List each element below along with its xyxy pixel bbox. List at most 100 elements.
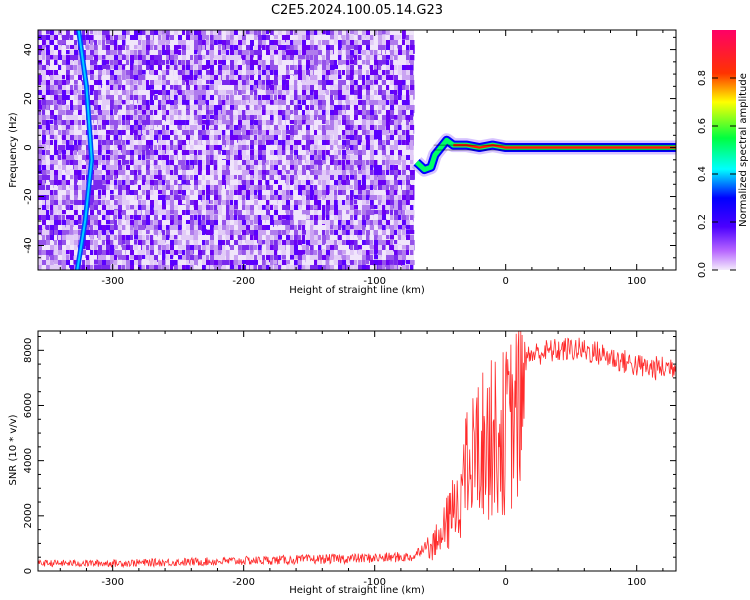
- noise-cell: [334, 40, 338, 45]
- noise-cell: [102, 30, 107, 38]
- noise-cell: [254, 165, 258, 175]
- noise-cell: [274, 125, 279, 133]
- noise-cell: [266, 210, 271, 217]
- noise-cell: [178, 55, 182, 65]
- noise-cell: [86, 215, 91, 225]
- noise-cell: [366, 85, 371, 91]
- noise-cell: [206, 95, 211, 101]
- noise-cell: [358, 45, 362, 51]
- noise-cell: [94, 150, 99, 155]
- noise-cell: [170, 75, 174, 82]
- noise-cell: [390, 145, 394, 150]
- noise-cell: [106, 140, 110, 148]
- noise-cell: [94, 225, 98, 232]
- noise-cell: [370, 120, 374, 127]
- noise-cell: [398, 165, 402, 170]
- noise-cell: [146, 195, 151, 200]
- noise-cell: [394, 210, 399, 218]
- noise-cell: [402, 140, 406, 148]
- noise-cell: [306, 90, 310, 96]
- noise-cell: [258, 225, 263, 231]
- noise-cell: [130, 90, 134, 100]
- noise-cell: [178, 50, 182, 56]
- noise-cell: [114, 80, 119, 85]
- noise-cell: [322, 110, 326, 119]
- noise-cell: [166, 250, 171, 255]
- noise-cell: [98, 210, 102, 219]
- noise-cell: [106, 170, 111, 179]
- noise-cell: [354, 35, 358, 43]
- noise-cell: [118, 50, 123, 56]
- noise-cell: [386, 195, 391, 200]
- noise-cell: [282, 150, 286, 159]
- noise-cell: [126, 130, 131, 137]
- noise-cell: [386, 210, 390, 215]
- noise-cell: [122, 45, 126, 55]
- noise-cell: [362, 190, 367, 195]
- noise-cell: [282, 255, 287, 260]
- noise-cell: [114, 30, 119, 39]
- noise-cell: [186, 205, 190, 212]
- noise-cell: [310, 245, 314, 255]
- noise-cell: [266, 85, 270, 91]
- noise-cell: [402, 255, 406, 263]
- noise-cell: [374, 85, 378, 92]
- noise-cell: [338, 190, 342, 199]
- noise-cell: [398, 195, 402, 205]
- noise-cell: [382, 135, 386, 141]
- noise-cell: [254, 70, 258, 75]
- noise-cell: [322, 200, 326, 207]
- noise-cell: [262, 225, 267, 234]
- noise-cell: [318, 145, 323, 155]
- noise-cell: [166, 135, 171, 145]
- noise-cell: [366, 80, 371, 90]
- noise-cell: [334, 195, 338, 201]
- noise-cell: [62, 215, 66, 223]
- noise-cell: [50, 185, 54, 192]
- noise-cell: [314, 70, 318, 76]
- noise-cell: [158, 145, 162, 154]
- noise-cell: [202, 200, 207, 209]
- noise-cell: [218, 100, 223, 107]
- noise-cell: [298, 45, 303, 54]
- noise-cell: [386, 60, 390, 69]
- noise-cell: [206, 180, 211, 186]
- noise-cell: [318, 205, 322, 213]
- noise-cell: [78, 200, 82, 207]
- noise-cell: [190, 110, 194, 119]
- noise-cell: [342, 105, 346, 114]
- noise-cell: [114, 155, 119, 164]
- noise-cell: [134, 95, 139, 104]
- noise-cell: [278, 150, 283, 158]
- noise-cell: [58, 50, 62, 59]
- noise-cell: [114, 105, 119, 113]
- noise-cell: [58, 135, 62, 140]
- noise-cell: [186, 70, 190, 77]
- noise-cell: [390, 45, 394, 52]
- noise-cell: [290, 95, 294, 105]
- noise-cell: [310, 135, 315, 144]
- noise-cell: [78, 165, 82, 170]
- noise-cell: [74, 220, 79, 230]
- noise-cell: [354, 120, 359, 130]
- noise-cell: [182, 100, 187, 105]
- noise-cell: [242, 160, 247, 168]
- noise-cell: [158, 55, 163, 63]
- noise-cell: [234, 250, 238, 256]
- noise-cell: [122, 265, 126, 270]
- noise-cell: [50, 250, 54, 256]
- noise-cell: [78, 130, 83, 136]
- noise-cell: [46, 165, 51, 170]
- noise-cell: [46, 145, 50, 150]
- noise-cell: [246, 75, 250, 83]
- noise-cell: [166, 230, 171, 238]
- noise-cell: [358, 165, 362, 172]
- noise-cell: [74, 245, 78, 252]
- noise-cell: [394, 160, 399, 165]
- noise-cell: [82, 185, 87, 195]
- noise-cell: [90, 85, 95, 91]
- noise-cell: [62, 95, 67, 105]
- noise-cell: [154, 40, 158, 46]
- noise-cell: [186, 265, 190, 270]
- noise-cell: [358, 130, 363, 140]
